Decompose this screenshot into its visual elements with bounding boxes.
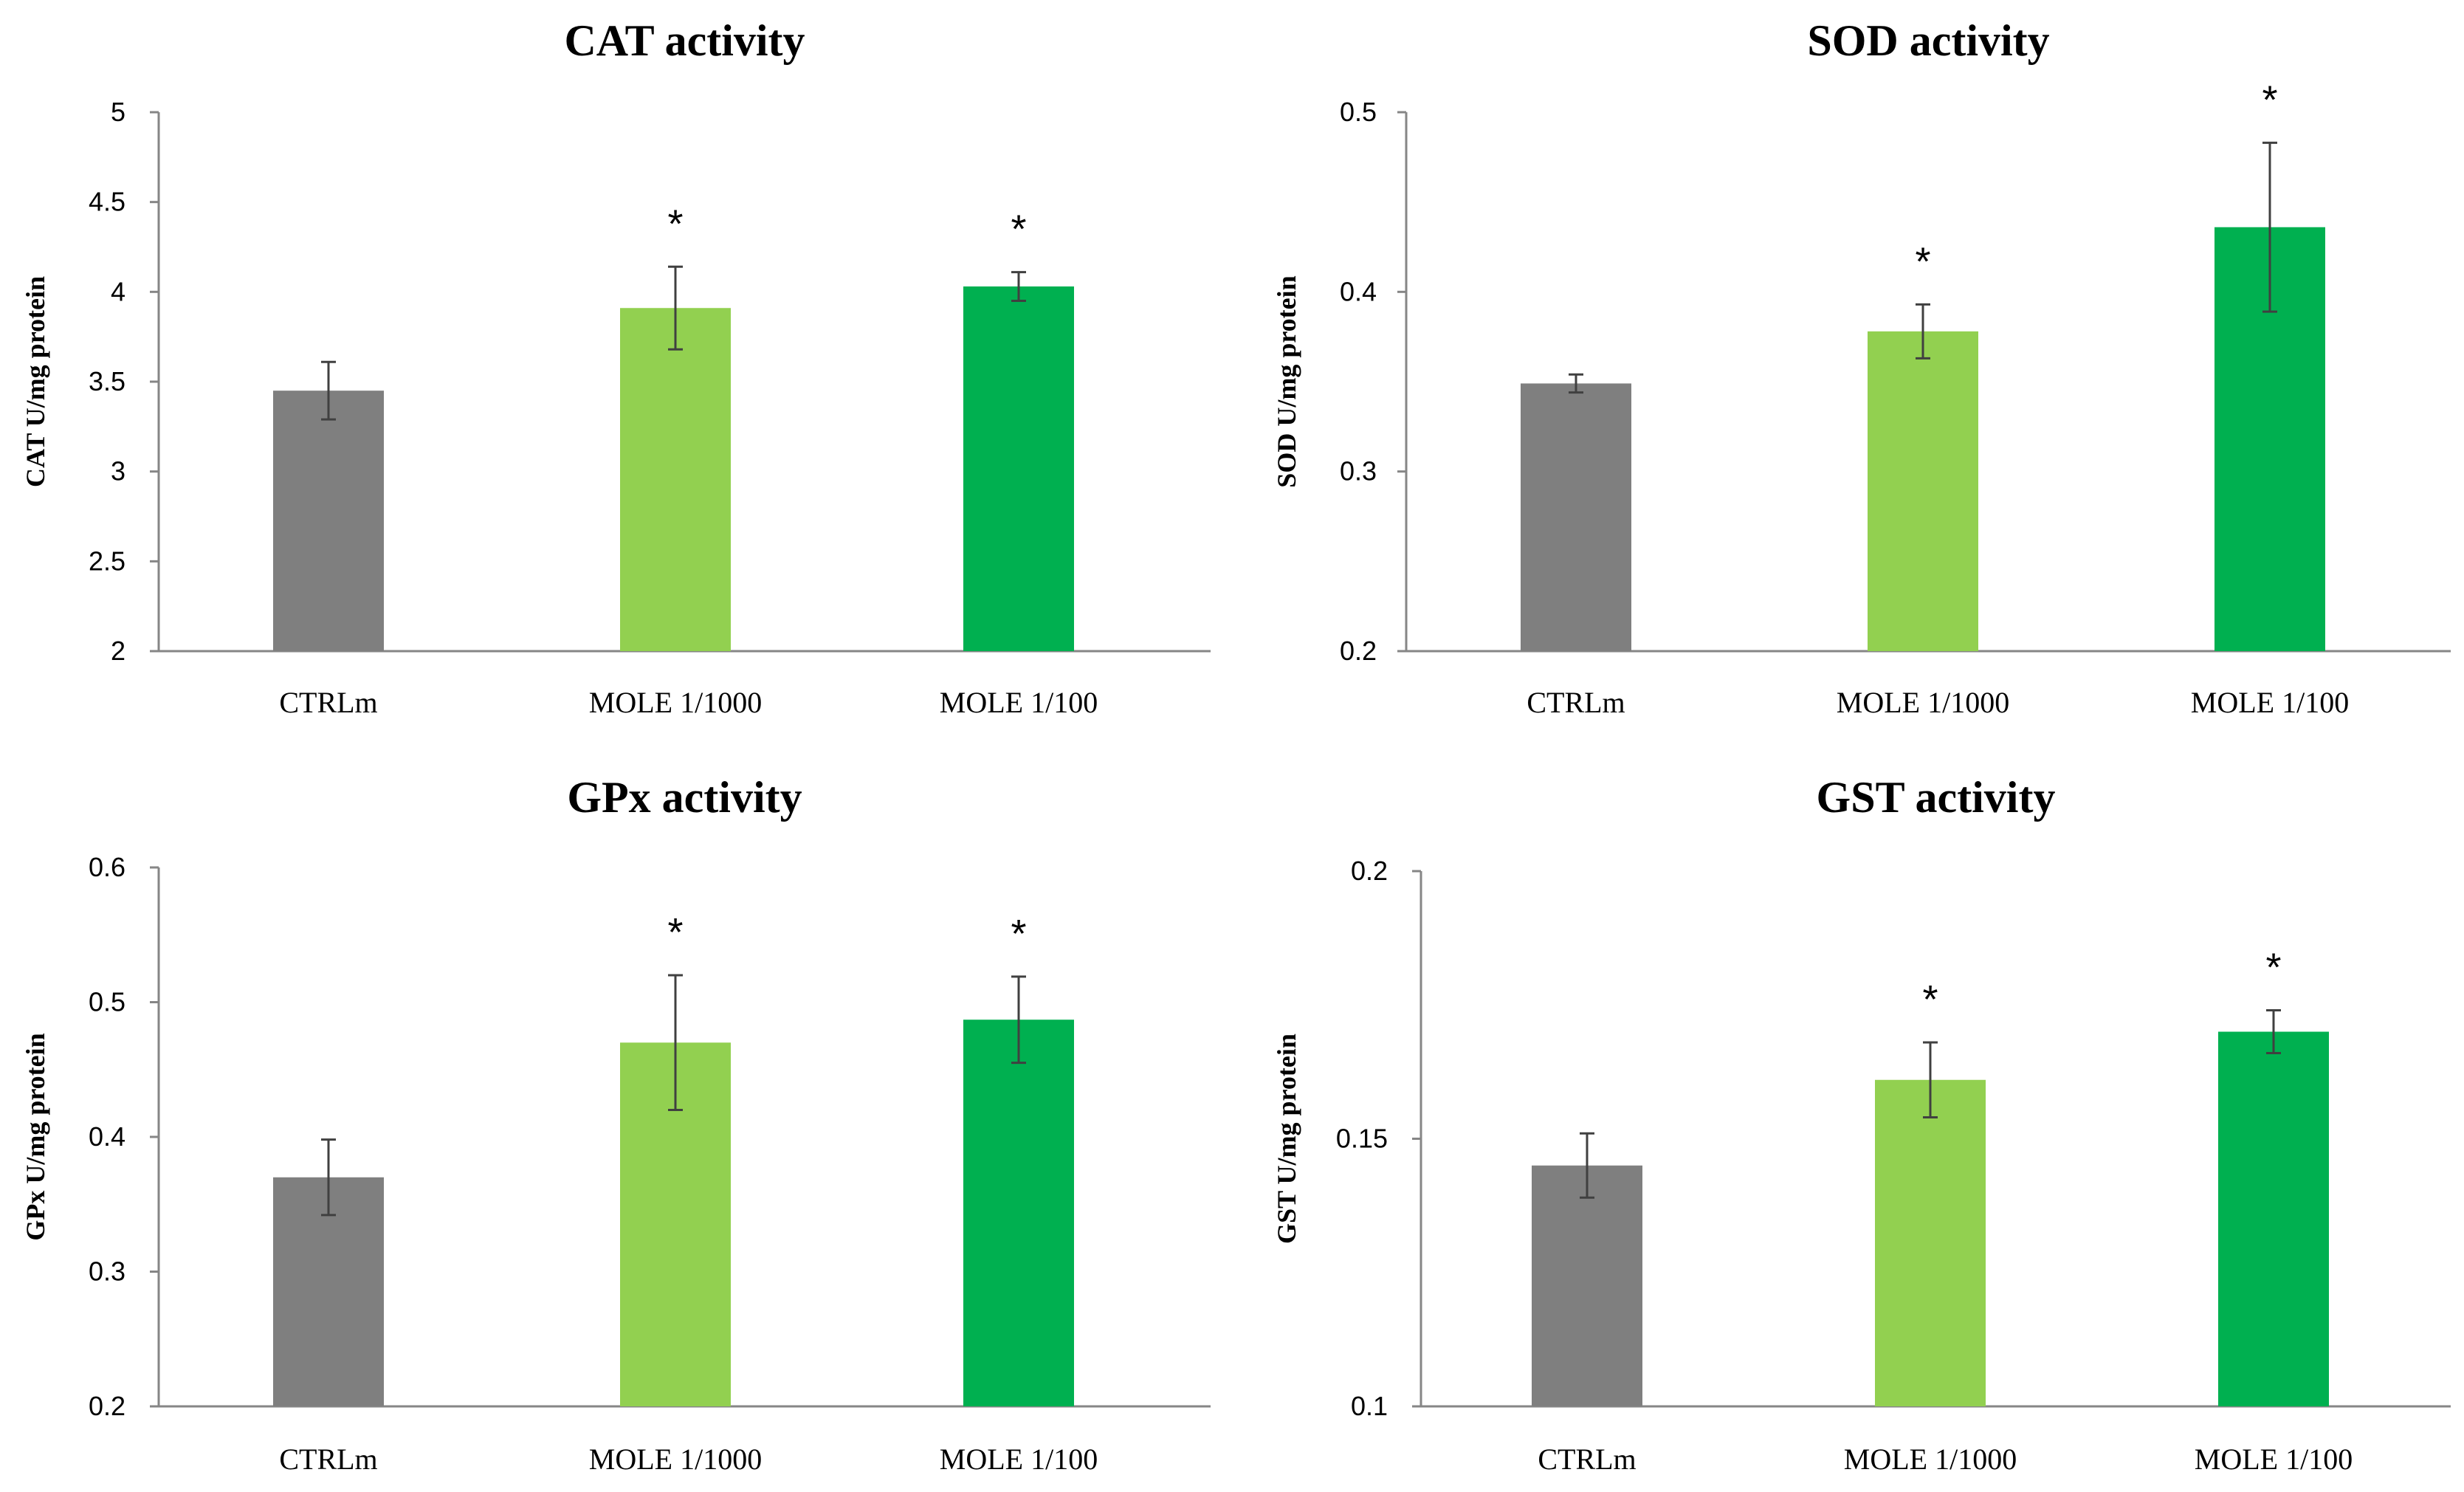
category-label: MOLE 1/1000 [589,1443,762,1476]
y-tick-label: 0.2 [1351,856,1388,886]
bar-2 [1875,1079,1986,1406]
y-axis-label: SOD U/mg protein [1272,275,1301,487]
chart-panel-3: GPx activity GPx U/mg protein 0.2 0.3 0.4 0.5… [21,773,1211,1476]
chart-panel-4: GST activity GST U/mg protein 0.1 0.15 0.2 CT… [1272,773,2451,1476]
chart-title: GST activity [1817,773,2056,822]
y-tick-label: 4 [111,276,125,306]
y-tick-label: 0.2 [1340,636,1377,666]
y-tick-label: 3 [111,456,125,487]
chart-title: SOD activity [1807,16,2049,65]
category-label: MOLE 1/100 [940,686,1098,719]
category-label: CTRLm [279,1443,377,1476]
bar-3 [963,286,1074,651]
category-label: CTRLm [279,686,377,719]
bar-2 [1868,331,1978,651]
category-label: MOLE 1/100 [2191,686,2349,719]
bar-1 [1532,1165,1642,1406]
y-tick-label: 0.3 [1340,456,1377,487]
category-label: MOLE 1/1000 [1844,1443,2017,1476]
y-tick-label: 0.4 [1340,276,1377,306]
significance-star: * [1011,912,1026,956]
significance-star: * [2262,78,2277,122]
significance-star: * [1011,207,1026,252]
y-tick-label: 2.5 [89,546,125,576]
y-tick-label: 0.5 [89,987,125,1017]
significance-star: * [2265,946,2281,990]
chart-title: GPx activity [567,773,802,822]
bar-3 [963,1020,1074,1406]
y-axis-label: GST U/mg protein [1272,1034,1301,1244]
y-tick-label: 0.4 [89,1121,125,1152]
significance-star: * [1915,239,1930,283]
bar-2 [620,308,731,651]
category-label: MOLE 1/100 [940,1443,1098,1476]
chart-title: CAT activity [564,16,805,65]
y-tick-label: 0.3 [89,1256,125,1287]
y-tick-label: 2 [111,636,125,666]
bar-3 [2218,1031,2329,1406]
y-tick-label: 0.6 [89,852,125,882]
category-label: MOLE 1/100 [2195,1443,2353,1476]
y-tick-label: 0.1 [1351,1391,1388,1421]
bar-1 [1521,383,1631,651]
category-label: CTRLm [1527,686,1625,719]
category-label: MOLE 1/1000 [589,686,762,719]
chart-panel-2: SOD activity SOD U/mg protein 0.2 0.3 0.4 0.5… [1272,16,2451,719]
y-tick-label: 0.15 [1336,1124,1388,1154]
bar-1 [273,391,384,651]
y-tick-label: 4.5 [89,187,125,217]
y-axis-label: CAT U/mg protein [21,276,50,487]
y-tick-label: 0.5 [1340,97,1377,127]
y-tick-label: 3.5 [89,366,125,396]
chart-panel-1: CAT activity CAT U/mg protein 2 2.5 3 3.5 4 4.5… [21,16,1211,719]
category-label: MOLE 1/1000 [1837,686,2009,719]
significance-star: * [1922,977,1938,1022]
significance-star: * [667,910,683,955]
significance-star: * [667,202,683,246]
category-label: CTRLm [1538,1443,1636,1476]
y-tick-label: 5 [111,97,125,127]
y-axis-label: GPx U/mg protein [21,1033,50,1240]
y-tick-label: 0.2 [89,1391,125,1421]
